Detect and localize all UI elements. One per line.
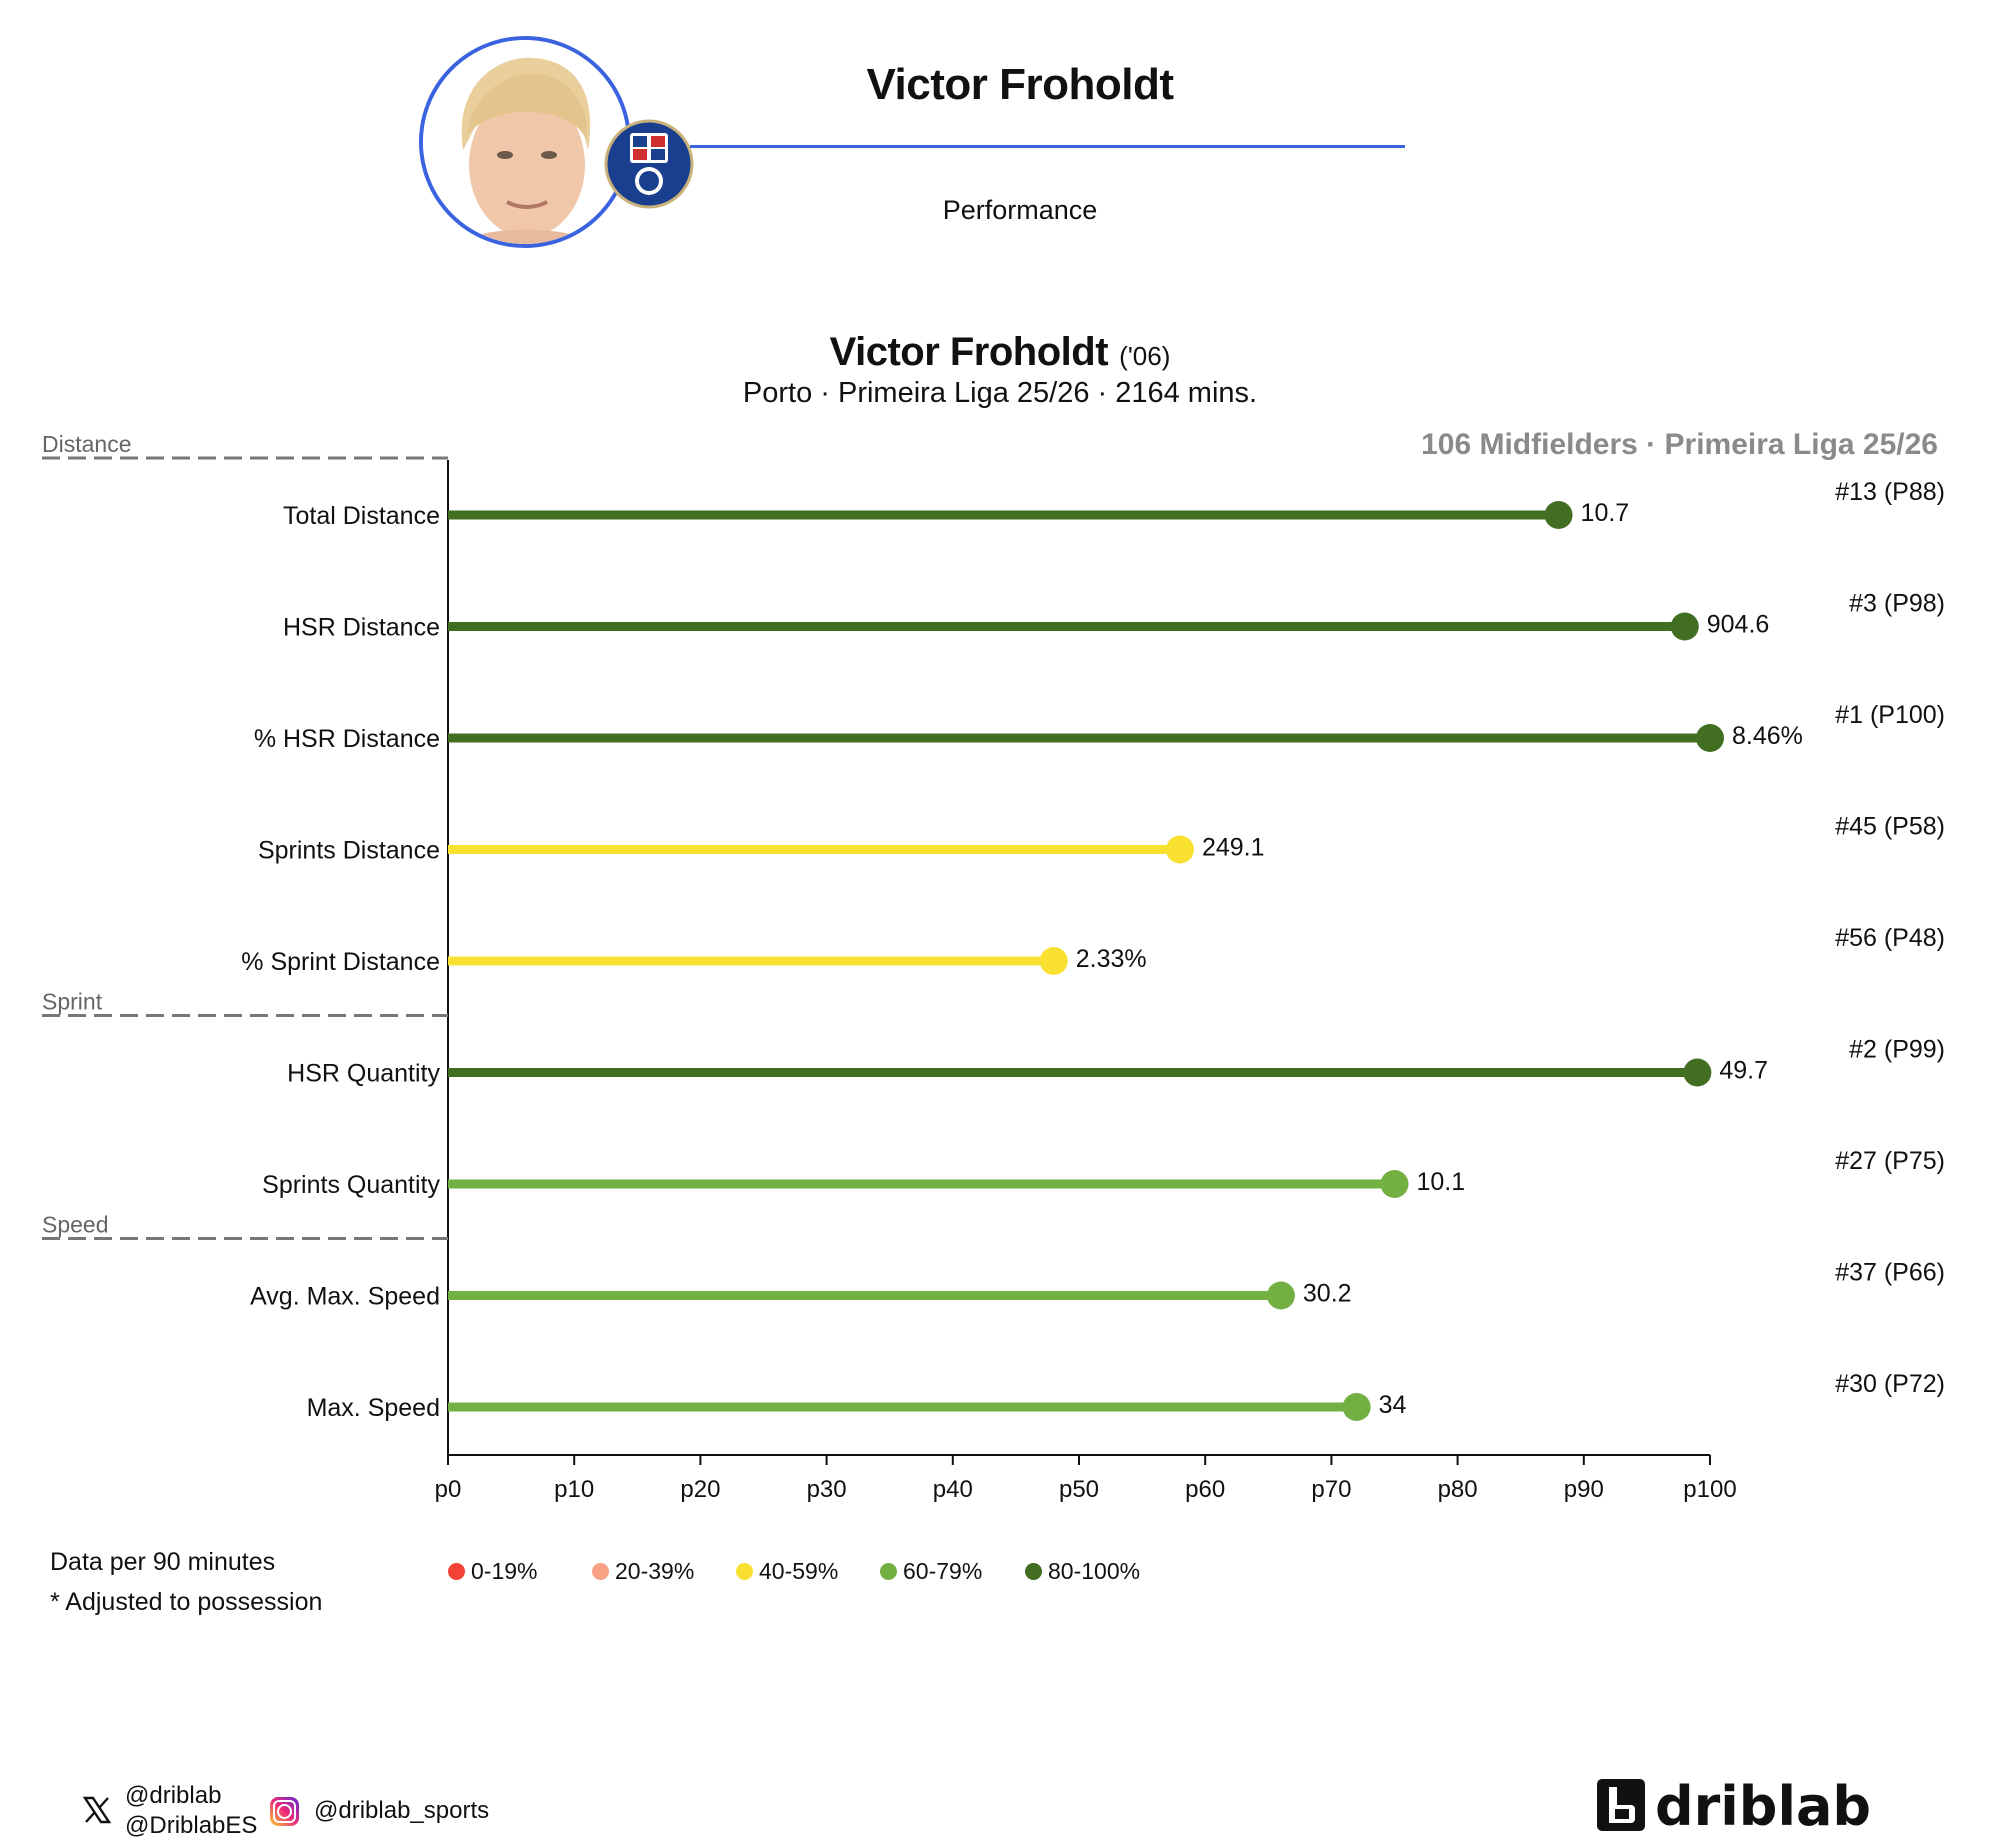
- page-subtitle: Performance: [942, 195, 1098, 225]
- percentile-lollipop-chart: p0 p10 p20 p30 p40 p50 p60 p70 p80 p90 p100 Distanc…: [42, 431, 1945, 1503]
- player-name-title: Victor Froholdt: [866, 60, 1174, 109]
- metric-point: [1670, 612, 1699, 641]
- legend-item: 0-19%: [448, 1558, 537, 1585]
- metric-rank: #30 (P72): [1835, 1370, 1945, 1398]
- x-tick-label: p60: [1185, 1476, 1225, 1503]
- metric-point: [1165, 835, 1194, 864]
- metric-value: 34: [1379, 1391, 1407, 1419]
- legend-label: 80-100%: [1048, 1558, 1141, 1584]
- x-tick-label: p100: [1683, 1476, 1736, 1503]
- chart-subtitle: Porto · Primeira Liga 25/26 · 2164 mins.: [742, 377, 1258, 409]
- legend-item: 60-79%: [880, 1558, 982, 1585]
- metric-rank: #2 (P99): [1849, 1036, 1945, 1064]
- legend-item: 80-100%: [1025, 1558, 1140, 1585]
- legend-label: 20-39%: [615, 1558, 695, 1584]
- metric-label: Sprints Quantity: [262, 1171, 440, 1199]
- metric-point: [1683, 1058, 1712, 1087]
- metric-rank: #1 (P100): [1835, 701, 1945, 729]
- metric-value: 30.2: [1303, 1280, 1352, 1308]
- x-tick-label: p70: [1311, 1476, 1351, 1503]
- legend-item: 20-39%: [592, 1558, 694, 1585]
- metric-label: HSR Quantity: [287, 1060, 440, 1088]
- metric-label: Sprints Distance: [258, 837, 440, 865]
- metric-rank: #45 (P58): [1835, 813, 1945, 841]
- metric-value: 904.6: [1707, 611, 1770, 639]
- legend-note-possession: * Adjusted to possession: [50, 1588, 323, 1616]
- metric-rank: #56 (P48): [1835, 924, 1945, 952]
- chart-title-year: ('06): [1119, 341, 1171, 371]
- metric-point: [1380, 1170, 1409, 1198]
- x-tick-label: p90: [1564, 1476, 1604, 1503]
- x-tick-label: p10: [554, 1476, 594, 1503]
- x-tick-label: p80: [1438, 1476, 1478, 1503]
- metric-value: 2.33%: [1076, 945, 1147, 973]
- instagram-handle[interactable]: @driblab_sports: [314, 1797, 490, 1824]
- legend-dot: [880, 1563, 897, 1580]
- legend-label: 0-19%: [471, 1558, 538, 1584]
- legend-dot: [736, 1563, 753, 1580]
- metric-point: [1039, 947, 1068, 975]
- instagram-icon[interactable]: [270, 1797, 299, 1826]
- legend-item: 40-59%: [736, 1558, 838, 1585]
- title-underline: [690, 145, 1405, 148]
- player-avatar: [419, 36, 631, 248]
- metric-point: [1696, 724, 1724, 752]
- x-tick-label: p30: [807, 1476, 847, 1503]
- legend-dot: [448, 1563, 465, 1580]
- metric-rank: #3 (P98): [1849, 590, 1945, 618]
- metric-label: HSR Distance: [283, 614, 440, 642]
- x-tick-label: p20: [680, 1476, 720, 1503]
- metric-rank: #27 (P75): [1835, 1147, 1945, 1175]
- x-tick-label: p0: [435, 1476, 462, 1503]
- metric-point: [1266, 1281, 1295, 1310]
- metric-value: 249.1: [1202, 834, 1265, 862]
- section-label: Sprint: [42, 989, 103, 1015]
- metric-value: 8.46%: [1732, 722, 1803, 750]
- metric-point: [1342, 1393, 1371, 1421]
- porto-crest-icon: [604, 119, 694, 209]
- legend-dot: [1025, 1563, 1042, 1580]
- x-handle-secondary[interactable]: @DriblabES: [125, 1812, 258, 1839]
- metric-rank: #37 (P66): [1835, 1259, 1945, 1287]
- metric-label: Avg. Max. Speed: [250, 1283, 440, 1311]
- x-tick-label: p50: [1059, 1476, 1099, 1503]
- section-label: Distance: [42, 431, 131, 457]
- comparison-pool-label: 106 Midfielders · Primeira Liga 25/26: [1421, 428, 1938, 461]
- legend-dot: [592, 1563, 609, 1580]
- brand-wordmark: driblab: [1655, 1775, 1871, 1835]
- metric-label: % Sprint Distance: [241, 948, 440, 976]
- chart-title: Victor Froholdt ('06): [0, 330, 2000, 375]
- metric-rank: #13 (P88): [1835, 478, 1945, 506]
- metric-label: Max. Speed: [307, 1394, 440, 1422]
- metric-point: [1544, 501, 1573, 529]
- legend-label: 40-59%: [759, 1558, 839, 1584]
- x-handle-primary[interactable]: @driblab: [125, 1782, 222, 1809]
- x-tick-label: p40: [933, 1476, 973, 1503]
- metric-value: 10.7: [1581, 499, 1630, 527]
- chart-title-name: Victor Froholdt: [829, 330, 1109, 374]
- player-face-image: [423, 40, 627, 244]
- metric-value: 10.1: [1417, 1168, 1466, 1196]
- metric-value: 49.7: [1719, 1057, 1768, 1085]
- x-logo-icon[interactable]: [82, 1795, 112, 1825]
- metric-label: % HSR Distance: [254, 725, 440, 753]
- metric-label: Total Distance: [283, 502, 440, 530]
- driblab-logo: driblab: [1597, 1775, 1871, 1835]
- legend-label: 60-79%: [903, 1558, 983, 1584]
- legend-note-per90: Data per 90 minutes: [50, 1548, 276, 1576]
- section-label: Speed: [42, 1212, 109, 1238]
